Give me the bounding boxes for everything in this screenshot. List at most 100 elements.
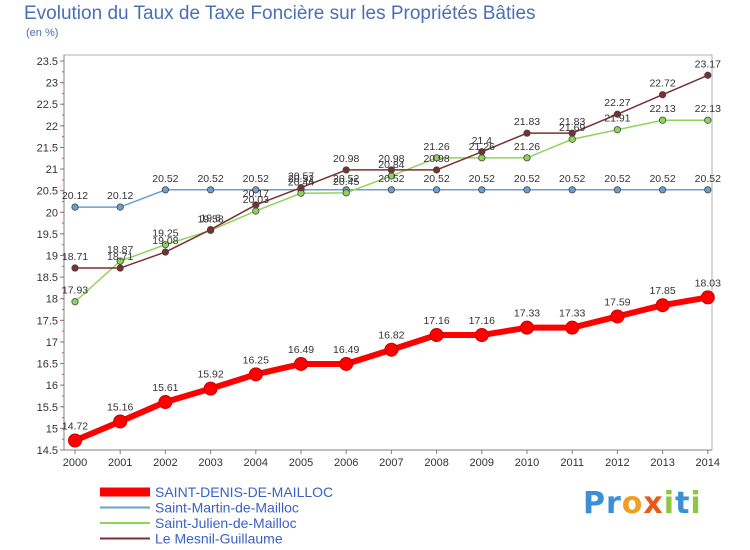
data-point (520, 320, 534, 335)
data-point (116, 257, 124, 265)
data-point (568, 135, 576, 143)
data-label: 20.12 (107, 190, 133, 202)
data-point (655, 298, 670, 313)
data-point (248, 367, 263, 382)
data-label: 20.52 (152, 173, 178, 185)
data-label: 20.52 (197, 173, 223, 185)
data-point (161, 248, 169, 256)
y-tick-label: 15.5 (37, 402, 58, 414)
data-label: 21.26 (423, 141, 449, 153)
logo-letter: t (675, 486, 691, 521)
data-label: 18.03 (695, 277, 721, 289)
data-point (523, 129, 531, 137)
data-label: 17.16 (423, 315, 449, 327)
x-tick-label: 2013 (650, 457, 674, 469)
x-tick-label: 2008 (424, 457, 448, 469)
data-point (252, 201, 260, 209)
data-label: 18.71 (107, 251, 133, 263)
data-point (71, 298, 79, 306)
y-tick-label: 17.5 (37, 315, 58, 327)
logo-letter: r (606, 486, 622, 521)
data-point (613, 110, 622, 118)
data-label: 18.71 (62, 251, 88, 263)
data-point (342, 189, 350, 197)
data-point (658, 91, 667, 99)
y-tick-label: 20.5 (37, 186, 58, 198)
data-label: 14.72 (62, 420, 88, 432)
data-point (68, 433, 82, 448)
logo-letter: o (621, 486, 644, 521)
logo-letter: i (663, 486, 676, 521)
data-point (658, 186, 667, 194)
y-tick-label: 17 (46, 337, 58, 349)
data-label: 21.83 (559, 116, 585, 128)
data-label: 22.13 (649, 103, 675, 115)
data-point (387, 186, 395, 194)
data-point (161, 186, 169, 194)
data-point (158, 395, 173, 410)
y-tick-label: 19 (46, 251, 58, 263)
data-label: 20.52 (649, 173, 675, 185)
data-label: 20.52 (288, 173, 314, 185)
data-label: 21.91 (604, 113, 630, 125)
x-tick-label: 2011 (560, 457, 584, 469)
data-label: 20.52 (378, 173, 404, 185)
unit-label: (en %) (26, 27, 59, 39)
data-point (297, 184, 305, 192)
logo-letter: i (690, 486, 702, 521)
data-point (478, 154, 486, 162)
x-tick-label: 2009 (470, 457, 494, 469)
legend-label: SAINT-DENIS-DE-MAILLOC (155, 484, 333, 500)
x-tick-label: 2007 (379, 457, 403, 469)
data-label: 16.25 (243, 354, 269, 366)
data-point (704, 186, 712, 194)
y-tick-label: 15 (46, 423, 58, 435)
data-point (432, 154, 441, 162)
data-point (71, 203, 79, 211)
data-label: 20.52 (695, 173, 721, 185)
x-tick-label: 2004 (244, 457, 268, 469)
data-label: 20.52 (604, 173, 630, 185)
data-point (207, 186, 215, 194)
y-tick-label: 21 (46, 164, 58, 176)
data-label: 19.58 (197, 213, 223, 225)
data-label: 20.98 (333, 153, 359, 165)
data-label: 20.03 (243, 194, 269, 206)
data-label: 20.57 (288, 171, 314, 183)
data-point (432, 166, 441, 174)
x-tick-label: 2003 (198, 457, 222, 469)
data-label: 17.59 (604, 296, 630, 308)
proxiti-logo: Proxiti (583, 486, 702, 521)
data-label: 19.08 (152, 235, 178, 247)
data-label: 20.84 (378, 159, 404, 171)
data-label: 22.72 (649, 78, 675, 90)
data-label: 20.17 (243, 188, 269, 200)
y-tick-label: 23 (46, 78, 58, 90)
y-tick-label: 18 (46, 294, 58, 306)
data-point (294, 356, 308, 371)
data-point (116, 203, 124, 211)
data-point (613, 186, 622, 194)
y-tick-label: 21.5 (37, 142, 58, 154)
x-tick-label: 2010 (515, 457, 539, 469)
data-point (478, 148, 486, 156)
legend-label: Le Mesnil-Guillaume (155, 531, 283, 547)
data-label: 20.98 (423, 153, 449, 165)
data-label: 22.13 (695, 103, 721, 115)
legend-label: Saint-Martin-de-Mailloc (155, 500, 299, 516)
data-point (700, 290, 715, 305)
data-label: 20.12 (62, 190, 88, 202)
data-label: 20.45 (333, 176, 359, 188)
data-point (252, 186, 260, 194)
y-tick-label: 22 (46, 121, 58, 133)
data-point (432, 186, 441, 194)
data-label: 21.26 (469, 141, 495, 153)
data-point (71, 264, 79, 272)
x-tick-label: 2006 (334, 457, 358, 469)
data-point (342, 166, 350, 174)
data-label: 19.25 (152, 228, 178, 240)
data-label: 23.17 (695, 58, 721, 70)
data-point (207, 225, 215, 234)
data-point (429, 328, 444, 343)
